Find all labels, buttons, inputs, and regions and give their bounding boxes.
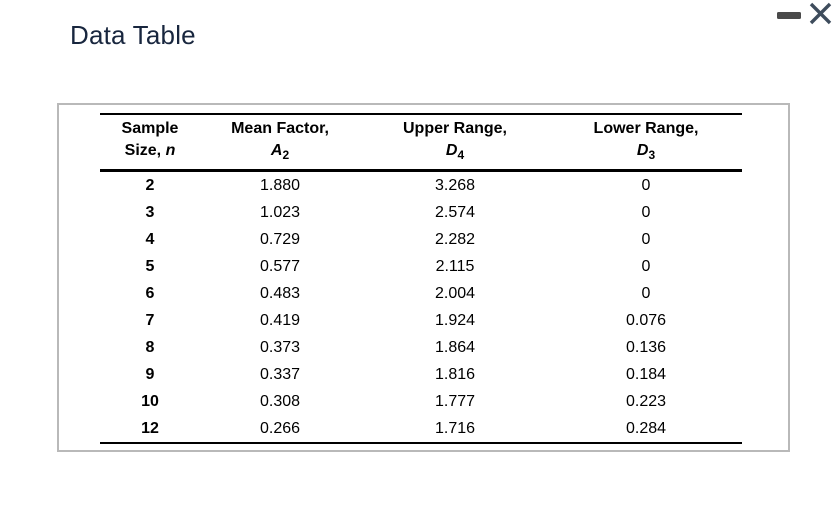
table-row: 7 0.419 1.924 0.076 <box>100 307 742 334</box>
factors-table: Sample Size, n Mean Factor, A2 Upper Ran… <box>100 113 742 444</box>
cell-mean-factor-a2: 1.880 <box>259 177 301 194</box>
cell-upper-range-d4: 2.574 <box>434 204 476 221</box>
close-icon <box>809 2 832 25</box>
table-body: 2 1.880 3.268 0 3 1.023 2.574 0 4 <box>100 171 742 444</box>
minimize-icon <box>777 11 801 19</box>
cell-sample-size: 6 <box>145 285 155 302</box>
cell-upper-range-d4: 2.282 <box>434 231 476 248</box>
cell-lower-range-d3: 0.136 <box>625 339 667 356</box>
table-row: 2 1.880 3.268 0 <box>100 171 742 200</box>
cell-lower-range-d3: 0.076 <box>625 312 667 329</box>
table-row: 4 0.729 2.282 0 <box>100 226 742 253</box>
cell-upper-range-d4: 2.004 <box>434 285 476 302</box>
table-row: 12 0.266 1.716 0.284 <box>100 415 742 443</box>
table-row: 5 0.577 2.115 0 <box>100 253 742 280</box>
cell-sample-size: 2 <box>145 177 155 194</box>
cell-mean-factor-a2: 0.308 <box>259 393 301 410</box>
cell-lower-range-d3: 0 <box>641 231 651 248</box>
cell-sample-size: 8 <box>145 339 155 356</box>
cell-lower-range-d3: 0 <box>641 177 651 194</box>
cell-sample-size: 12 <box>141 420 159 437</box>
cell-mean-factor-a2: 0.729 <box>259 231 301 248</box>
cell-upper-range-d4: 3.268 <box>434 177 476 194</box>
cell-lower-range-d3: 0.223 <box>625 393 667 410</box>
cell-upper-range-d4: 1.777 <box>434 393 476 410</box>
table-row: 9 0.337 1.816 0.184 <box>100 361 742 388</box>
cell-sample-size: 9 <box>145 366 155 383</box>
minimize-button[interactable] <box>774 5 804 25</box>
cell-mean-factor-a2: 0.483 <box>259 285 301 302</box>
cell-mean-factor-a2: 1.023 <box>259 204 301 221</box>
cell-lower-range-d3: 0 <box>641 258 651 275</box>
cell-upper-range-d4: 1.716 <box>434 420 476 437</box>
table-row: 6 0.483 2.004 0 <box>100 280 742 307</box>
cell-lower-range-d3: 0.284 <box>625 420 667 437</box>
table-row: 3 1.023 2.574 0 <box>100 199 742 226</box>
column-header-sample-size: Sample Size, n <box>100 114 200 172</box>
data-table-panel: Sample Size, n Mean Factor, A2 Upper Ran… <box>57 103 790 452</box>
page-title: Data Table <box>70 20 196 50</box>
cell-lower-range-d3: 0.184 <box>625 366 667 383</box>
cell-upper-range-d4: 1.924 <box>434 312 476 329</box>
table-header: Sample Size, n Mean Factor, A2 Upper Ran… <box>100 114 742 172</box>
table-row: 8 0.373 1.864 0.136 <box>100 334 742 361</box>
table-row: 10 0.308 1.777 0.223 <box>100 388 742 415</box>
cell-lower-range-d3: 0 <box>641 204 651 221</box>
cell-mean-factor-a2: 0.373 <box>259 339 301 356</box>
cell-sample-size: 3 <box>145 204 155 221</box>
cell-upper-range-d4: 1.864 <box>434 339 476 356</box>
cell-mean-factor-a2: 0.577 <box>259 258 301 275</box>
cell-mean-factor-a2: 0.419 <box>259 312 301 329</box>
cell-upper-range-d4: 2.115 <box>435 258 475 275</box>
close-button[interactable] <box>803 0 837 30</box>
column-header-lower-range: Lower Range, D3 <box>550 114 742 172</box>
column-header-mean-factor: Mean Factor, A2 <box>200 114 360 172</box>
cell-sample-size: 7 <box>145 312 155 329</box>
column-header-upper-range: Upper Range, D4 <box>360 114 550 172</box>
cell-sample-size: 5 <box>145 258 155 275</box>
cell-mean-factor-a2: 0.266 <box>259 420 301 437</box>
cell-lower-range-d3: 0 <box>641 285 651 302</box>
cell-mean-factor-a2: 0.337 <box>259 366 301 383</box>
cell-sample-size: 4 <box>145 231 155 248</box>
cell-upper-range-d4: 1.816 <box>434 366 476 383</box>
cell-sample-size: 10 <box>141 393 159 410</box>
